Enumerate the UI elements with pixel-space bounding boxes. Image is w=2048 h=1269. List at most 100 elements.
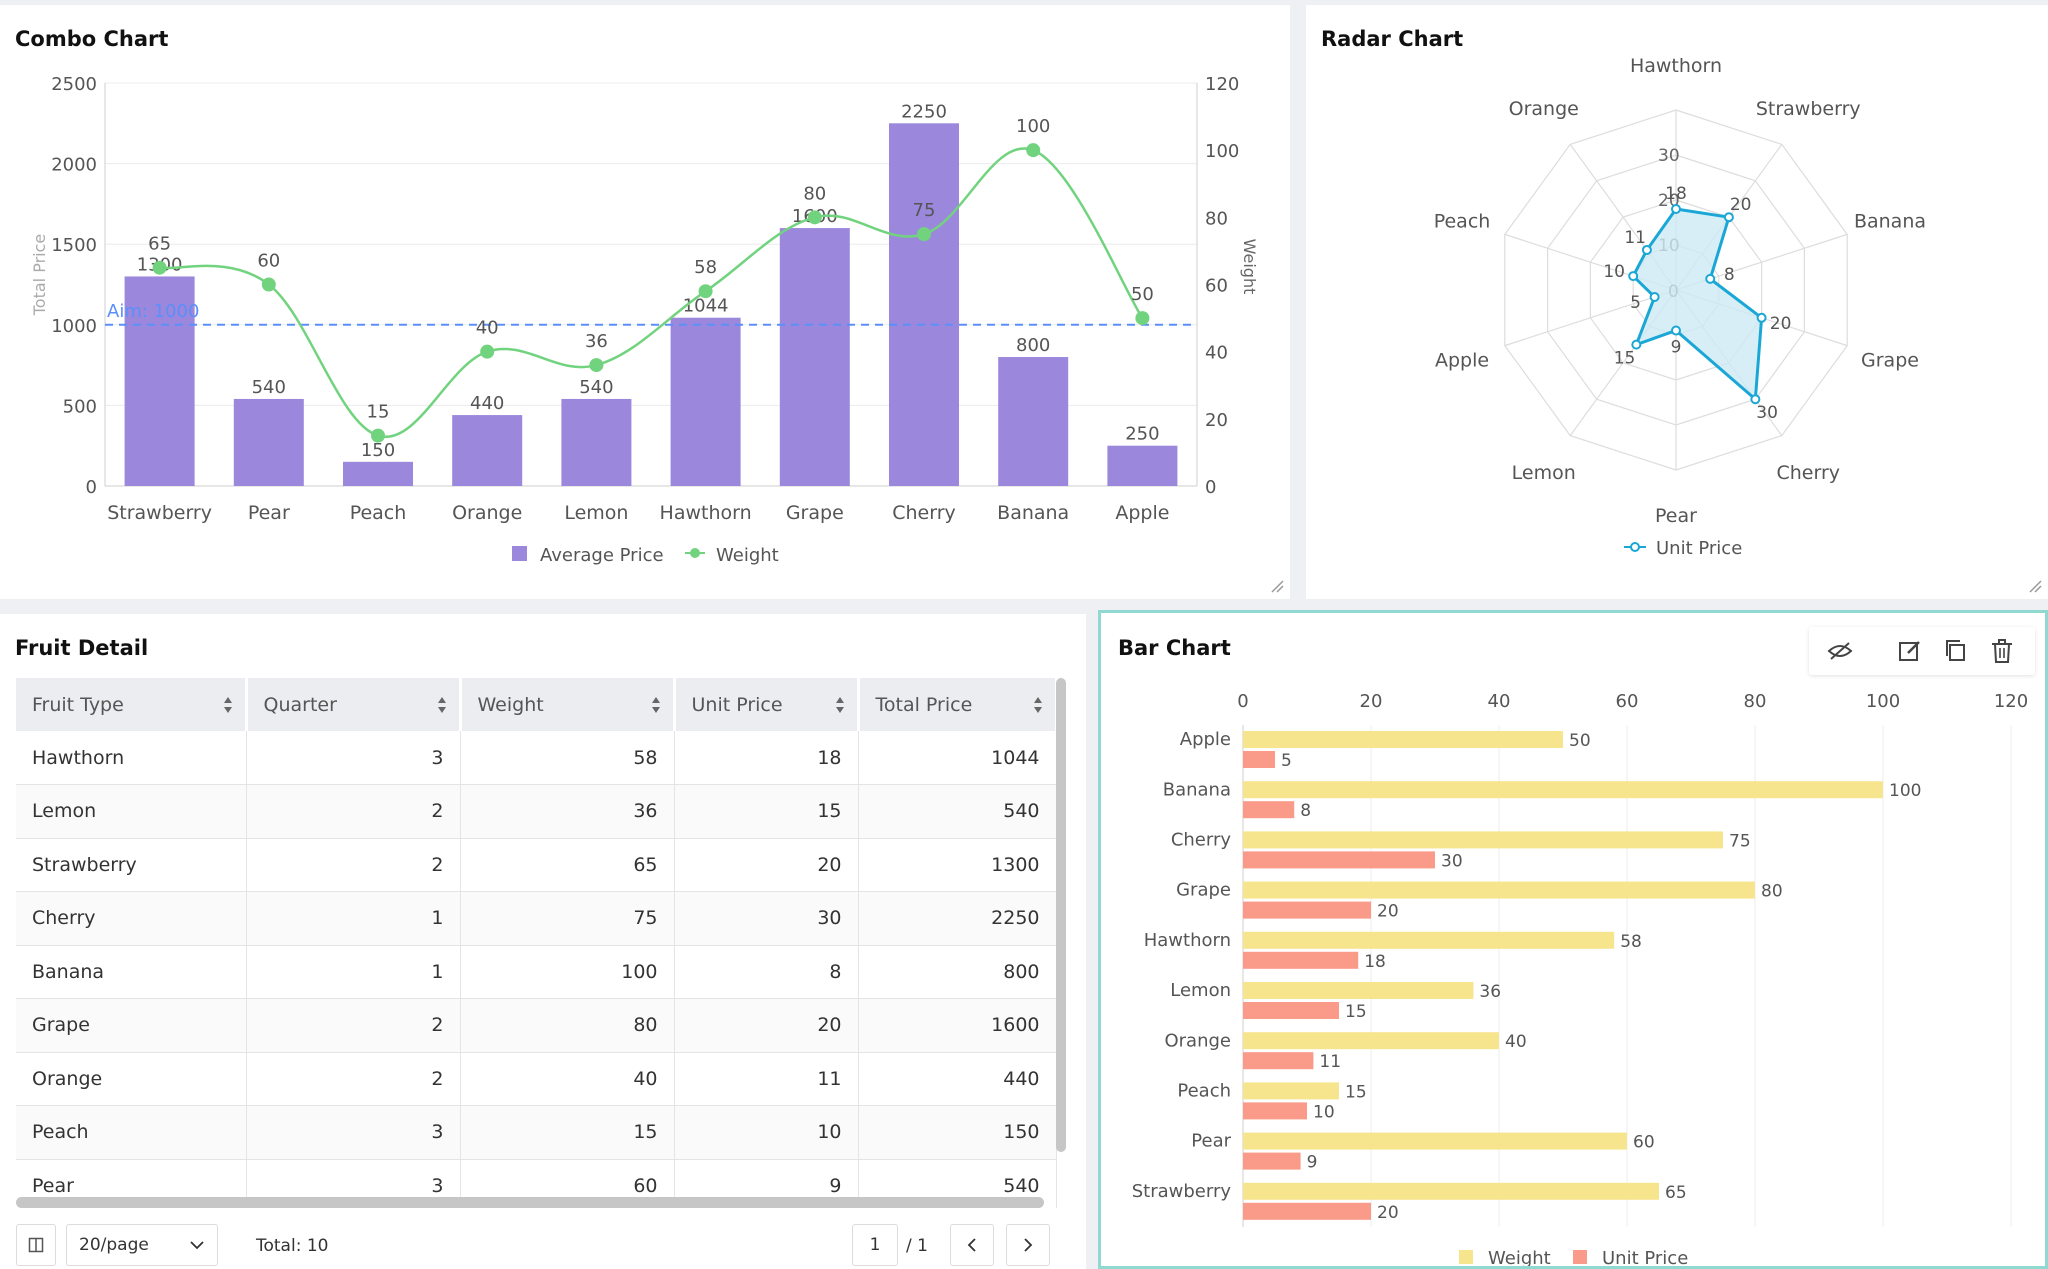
y-tick-label: Banana [1163, 779, 1231, 800]
bar-unit-price [1243, 851, 1435, 869]
legend-label: Average Price [540, 545, 664, 566]
sort-icon[interactable] [1033, 696, 1043, 714]
page-number-input[interactable]: 1 [852, 1224, 898, 1266]
bar-data-label: 540 [579, 377, 613, 398]
line-point-weight [917, 227, 931, 242]
y2-tick-label: 100 [1205, 141, 1239, 162]
sort-icon[interactable] [651, 696, 661, 714]
x-tick-label: Strawberry [107, 502, 212, 524]
bar-data-label: 800 [1016, 335, 1050, 356]
y-tick-label: 1500 [51, 235, 97, 256]
bar-data-label: 40 [1505, 1032, 1527, 1052]
page-size-select[interactable]: 20/page [66, 1224, 218, 1266]
bar-data-label: 75 [1729, 831, 1751, 851]
y-tick-label: 2500 [51, 74, 97, 95]
bar-average-price [561, 398, 632, 486]
radar-data-label: 9 [1671, 338, 1682, 358]
cell-quarter: 3 [246, 1105, 461, 1160]
bar-unit-price [1243, 751, 1275, 768]
cell-quarter: 2 [246, 1052, 461, 1106]
x-tick-label: Peach [350, 502, 407, 524]
next-page-button[interactable] [1006, 1224, 1050, 1266]
bar-weight [1243, 1082, 1339, 1100]
table-row[interactable]: Orange 2 40 11 440 [16, 1052, 1057, 1106]
cell-total-price: 1300 [858, 838, 1057, 892]
radar-category-label: Strawberry [1756, 98, 1861, 120]
column-header-total-price[interactable]: Total Price [858, 678, 1058, 731]
bar-data-label: 30 [1441, 851, 1463, 871]
pagination-bar: 20/page Total: 10 1 / 1 [16, 1224, 1068, 1266]
table-row[interactable]: Grape 2 80 20 1600 [16, 998, 1057, 1053]
table-row[interactable]: Peach 3 15 10 150 [16, 1105, 1057, 1160]
table-row[interactable]: Cherry 1 75 30 2250 [16, 891, 1057, 946]
line-data-label: 58 [694, 257, 717, 278]
bar-chart: 0 20 40 60 80 100 120 Apple 50 5 Banana 100 8 Cherry 7… [1132, 691, 2028, 1266]
radar-category-label: Cherry [1776, 462, 1840, 484]
vertical-scrollbar[interactable] [1056, 678, 1066, 1152]
bar-weight [1243, 731, 1563, 748]
sort-icon[interactable] [835, 696, 845, 714]
prev-page-button[interactable] [950, 1224, 994, 1266]
y-tick-label: Strawberry [1132, 1181, 1232, 1202]
delete-icon[interactable] [1987, 636, 2017, 666]
table-row[interactable]: Lemon 2 36 15 540 [16, 784, 1057, 839]
resize-handle-icon[interactable] [2028, 579, 2042, 593]
radar-category-label: Apple [1435, 350, 1489, 372]
column-header-fruit-type[interactable]: Fruit Type [16, 678, 248, 731]
bar-data-label: 50 [1569, 731, 1591, 751]
table-row[interactable]: Banana 1 100 8 800 [16, 945, 1057, 999]
y2-tick-label: 120 [1205, 74, 1239, 95]
x-tick-label: Lemon [564, 502, 628, 524]
column-header-weight[interactable]: Weight [460, 678, 676, 731]
radar-area-unit-price [1631, 207, 1764, 403]
chevron-left-icon [967, 1238, 976, 1252]
line-data-label: 80 [803, 183, 826, 204]
cell-unit-price: 15 [674, 784, 859, 839]
radar-data-label: 15 [1614, 349, 1636, 369]
column-settings-button[interactable] [16, 1224, 56, 1266]
line-point-weight [480, 344, 495, 359]
cell-fruit-type: Hawthorn [16, 731, 247, 785]
x-tick-label: Hawthorn [660, 502, 752, 524]
table-row[interactable]: Strawberry 2 65 20 1300 [16, 838, 1057, 892]
column-header-unit-price[interactable]: Unit Price [674, 678, 860, 731]
bar-unit-price [1243, 1002, 1339, 1019]
cell-weight: 58 [460, 731, 675, 785]
legend-label: Unit Price [1656, 538, 1742, 559]
line-data-label: 15 [367, 402, 390, 423]
line-point-weight [698, 284, 713, 299]
bar-unit-price [1243, 1052, 1314, 1070]
y-tick-label: Hawthorn [1144, 930, 1231, 951]
cell-weight: 75 [460, 891, 675, 946]
radar-data-label: 30 [1756, 403, 1778, 423]
table-row[interactable]: Hawthorn 3 58 18 1044 [16, 731, 1057, 785]
legend-label: Weight [716, 545, 779, 566]
column-header-label: Quarter [263, 693, 337, 716]
bar-data-label: 60 [1633, 1133, 1655, 1153]
y-tick-label: 2000 [51, 155, 97, 176]
sort-icon[interactable] [223, 696, 233, 714]
cell-weight: 65 [460, 838, 675, 892]
line-data-label: 50 [1131, 284, 1154, 305]
y-tick-label: Cherry [1171, 830, 1232, 851]
legend-swatch-weight [1459, 1250, 1473, 1264]
resize-handle-icon[interactable] [1270, 579, 1284, 593]
bar-data-label: 1044 [683, 296, 729, 317]
y-tick-label: Pear [1191, 1131, 1231, 1152]
y-tick-label: Peach [1177, 1081, 1231, 1102]
chevron-down-icon [190, 1241, 204, 1250]
edit-icon[interactable] [1895, 636, 1925, 666]
table-header-row: Fruit Type Quarter Weight Unit Price Tot… [16, 678, 1058, 731]
y-tick-label: Orange [1164, 1030, 1231, 1051]
radar-point-unit-price [1723, 212, 1734, 223]
bar-unit-price [1243, 951, 1359, 969]
horizontal-scrollbar[interactable] [16, 1197, 1044, 1208]
fruit-table-container[interactable]: Fruit Type Quarter Weight Unit Price Tot… [16, 678, 1068, 1208]
hide-icon[interactable] [1825, 636, 1855, 666]
combo-legend: Average Price Weight [512, 545, 779, 566]
radar-category-label: Peach [1434, 210, 1491, 232]
column-header-quarter[interactable]: Quarter [246, 678, 462, 731]
cell-weight: 15 [460, 1105, 675, 1160]
copy-icon[interactable] [1941, 636, 1971, 666]
sort-icon[interactable] [437, 696, 447, 714]
